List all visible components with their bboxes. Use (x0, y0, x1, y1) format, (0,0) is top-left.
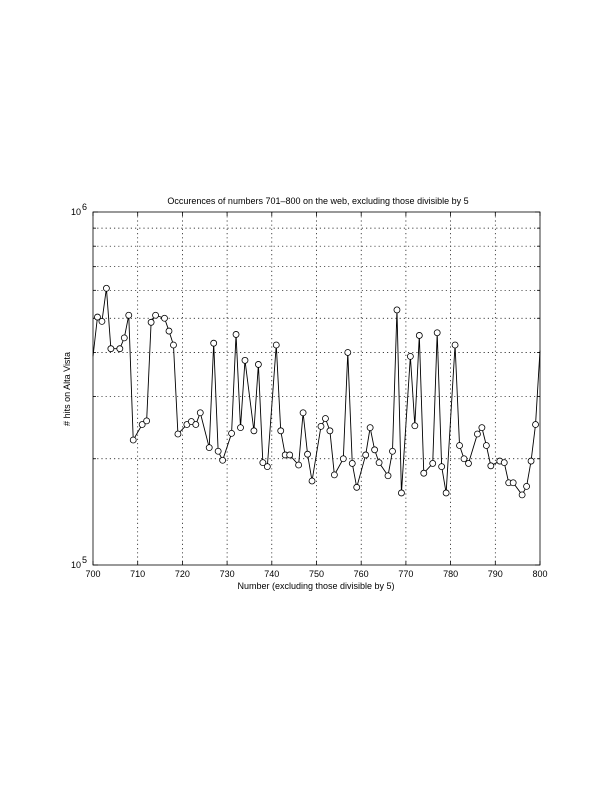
x-tick-label: 710 (130, 569, 145, 579)
data-point (192, 421, 200, 428)
data-point (509, 479, 517, 487)
data-point (487, 462, 495, 470)
data-point (286, 451, 294, 459)
data-point (348, 460, 356, 467)
y-tick-exponent: 6 (82, 202, 87, 212)
data-point (272, 341, 280, 349)
data-point (366, 424, 374, 432)
data-point (129, 436, 137, 444)
y-tick-label: 10 (71, 207, 81, 217)
data-point (375, 459, 383, 467)
data-point (456, 442, 463, 449)
data-point (299, 409, 307, 417)
data-point (474, 430, 481, 438)
data-point (523, 482, 530, 490)
grid-lines (93, 212, 540, 565)
x-tick-label: 760 (354, 569, 369, 579)
data-point (384, 472, 392, 480)
data-point (420, 469, 428, 477)
data-point (322, 415, 329, 422)
data-point (259, 459, 267, 467)
data-point (214, 447, 222, 455)
data-point (398, 489, 405, 497)
data-point (228, 429, 235, 437)
data-point (254, 361, 262, 368)
data-point (170, 341, 177, 349)
data-point (438, 463, 446, 471)
x-tick-label: 780 (443, 569, 458, 579)
data-point (174, 430, 182, 438)
data-point (353, 483, 361, 491)
data-point (482, 442, 490, 449)
data-point (219, 456, 227, 464)
data-point (103, 284, 110, 292)
data-point (339, 455, 347, 463)
data-point (317, 422, 325, 430)
data-point (532, 421, 539, 428)
data-point (330, 471, 338, 479)
data-point (205, 444, 213, 452)
data-point (433, 329, 441, 337)
data-point (295, 461, 303, 469)
data-point (94, 313, 101, 321)
data-point (326, 427, 334, 435)
data-point (143, 417, 151, 425)
data-point (161, 314, 168, 322)
data-point (406, 352, 414, 360)
data-point (308, 477, 316, 485)
x-axis-label: Number (excluding those divisible by 5) (237, 581, 394, 591)
x-tick-label: 700 (85, 569, 100, 579)
series-markers (94, 284, 539, 499)
data-point (237, 424, 244, 432)
x-tick-label: 770 (398, 569, 413, 579)
data-point (451, 341, 459, 349)
data-point (429, 460, 437, 467)
data-point (241, 356, 249, 364)
data-point (411, 422, 419, 430)
data-point (393, 306, 401, 314)
series-line (92, 288, 541, 496)
data-point (344, 349, 352, 356)
data-point (250, 427, 258, 435)
data-point (125, 311, 133, 319)
x-axis-ticks: 700 710 720 730 740 750 760 770 780 790 800 (85, 212, 548, 579)
data-point (277, 427, 285, 435)
data-point (147, 318, 155, 326)
data-point (518, 491, 526, 499)
data-point (442, 489, 450, 497)
data-point (232, 331, 240, 338)
data-point (465, 460, 472, 467)
y-axis-label: # hits on Alta Vista (62, 352, 72, 426)
data-point (460, 455, 468, 463)
data-point (116, 345, 124, 353)
data-point (120, 334, 128, 342)
data-point (389, 447, 396, 455)
x-tick-label: 790 (488, 569, 503, 579)
x-tick-label: 730 (220, 569, 235, 579)
data-point (196, 409, 204, 417)
data-point (527, 457, 535, 465)
data-point (362, 451, 370, 459)
x-tick-label: 740 (264, 569, 279, 579)
data-point (478, 424, 486, 432)
data-point (152, 311, 159, 319)
x-tick-label: 720 (175, 569, 190, 579)
data-point (371, 446, 379, 454)
x-tick-label: 800 (532, 569, 547, 579)
x-tick-label: 750 (309, 569, 324, 579)
data-point (107, 345, 115, 353)
data-point (98, 317, 106, 325)
data-point (263, 463, 271, 471)
data-point (138, 421, 146, 428)
chart-title: Occurences of numbers 701–800 on the web… (167, 196, 468, 206)
y-tick-exponent: 5 (82, 555, 87, 565)
y-tick-label: 10 (71, 560, 81, 570)
data-point (415, 332, 423, 339)
data-point (210, 339, 218, 347)
data-point (500, 459, 508, 467)
data-point (304, 450, 311, 458)
data-point (165, 327, 173, 335)
